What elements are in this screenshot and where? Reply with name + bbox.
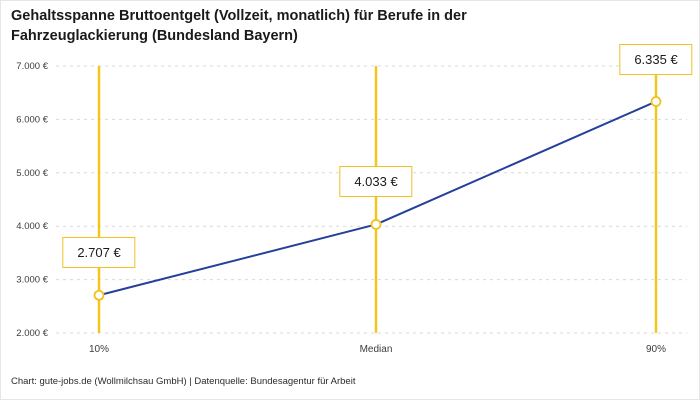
x-axis-tick-label: 10% [89, 344, 109, 355]
data-point-marker [650, 96, 662, 107]
y-axis-tick-label: 2.000 € [16, 328, 48, 339]
x-axis-tick-label: Median [360, 344, 393, 355]
chart-title: Gehaltsspanne Bruttoentgelt (Vollzeit, m… [11, 8, 467, 44]
y-axis-tick-label: 6.000 € [16, 114, 48, 125]
y-axis-tick-label: 5.000 € [16, 168, 48, 179]
y-axis-tick-label: 4.000 € [16, 221, 48, 232]
x-axis-tick-label: 90% [646, 344, 666, 355]
source-attribution: Chart: gute-jobs.de (Wollmilchsau GmbH) … [11, 376, 356, 387]
y-axis-tick-label: 7.000 € [16, 61, 48, 72]
data-point-marker [370, 219, 382, 230]
salary-line [98, 100, 657, 297]
y-axis-tick-label: 3.000 € [16, 275, 48, 286]
data-point-marker [93, 289, 105, 301]
